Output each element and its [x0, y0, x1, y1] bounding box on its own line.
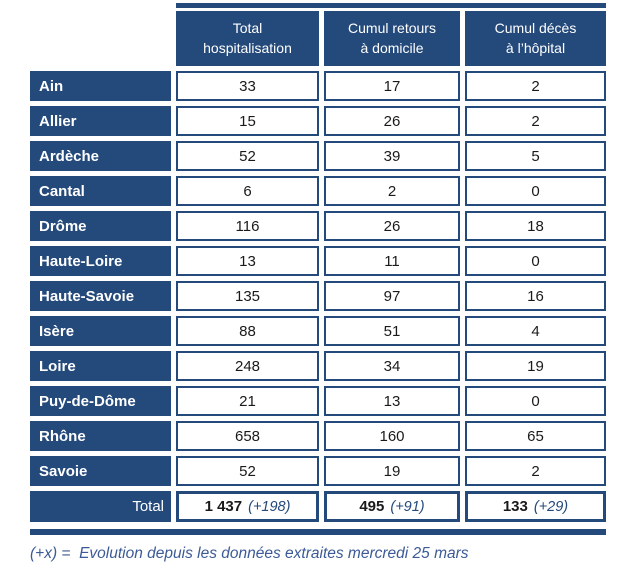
data-cell: 26: [324, 211, 460, 241]
total-delta: (+29): [533, 498, 569, 515]
total-cell-deces-hopital: 133 (+29): [465, 491, 606, 522]
data-cell: 2: [324, 176, 460, 206]
data-cell: 116: [176, 211, 319, 241]
data-cell: 6: [176, 176, 319, 206]
total-row-label: Total: [30, 491, 171, 522]
data-cell: 39: [324, 141, 460, 171]
total-delta: (+91): [390, 498, 425, 515]
total-value: 133: [502, 498, 528, 515]
row-label-puy-de-dome: Puy-de-Dôme: [30, 386, 171, 416]
data-cell: 52: [176, 456, 319, 486]
column-header-line: Cumul décès: [494, 19, 577, 36]
column-header-cumul-retours-domicile: Cumul retours à domicile: [324, 11, 460, 66]
data-cell: 34: [324, 351, 460, 381]
row-label-loire: Loire: [30, 351, 171, 381]
column-header-line: Cumul retours: [348, 19, 436, 36]
hospitalisation-table: Total hospitalisation Cumul retours à do…: [30, 11, 606, 522]
column-header-line: à domicile: [360, 39, 424, 56]
table-corner-spacer: [30, 11, 171, 66]
total-cell-hospitalisation: 1 437 (+198): [176, 491, 319, 522]
footnote: (+x) = Evolution depuis les données extr…: [30, 545, 469, 562]
data-cell: 51: [324, 316, 460, 346]
data-cell: 248: [176, 351, 319, 381]
total-delta: (+198): [248, 498, 291, 515]
table-bottom-border: [30, 529, 606, 535]
data-cell: 21: [176, 386, 319, 416]
row-label-cantal: Cantal: [30, 176, 171, 206]
table-top-border: [176, 3, 606, 8]
data-cell: 658: [176, 421, 319, 451]
row-label-allier: Allier: [30, 106, 171, 136]
data-cell: 0: [465, 386, 606, 416]
data-cell: 2: [465, 456, 606, 486]
data-cell: 52: [176, 141, 319, 171]
data-cell: 65: [465, 421, 606, 451]
total-value: 495: [359, 498, 385, 515]
row-label-ain: Ain: [30, 71, 171, 101]
data-cell: 4: [465, 316, 606, 346]
data-cell: 135: [176, 281, 319, 311]
row-label-savoie: Savoie: [30, 456, 171, 486]
data-cell: 19: [324, 456, 460, 486]
data-cell: 2: [465, 106, 606, 136]
row-label-haute-savoie: Haute-Savoie: [30, 281, 171, 311]
data-cell: 160: [324, 421, 460, 451]
data-cell: 33: [176, 71, 319, 101]
column-header-cumul-deces-hopital: Cumul décès à l’hôpital: [465, 11, 606, 66]
data-cell: 88: [176, 316, 319, 346]
row-label-ardeche: Ardèche: [30, 141, 171, 171]
row-label-isere: Isère: [30, 316, 171, 346]
data-cell: 97: [324, 281, 460, 311]
data-cell: 17: [324, 71, 460, 101]
row-label-haute-loire: Haute-Loire: [30, 246, 171, 276]
total-value: 1 437: [204, 498, 243, 515]
data-cell: 13: [176, 246, 319, 276]
data-cell: 11: [324, 246, 460, 276]
data-cell: 5: [465, 141, 606, 171]
data-cell: 18: [465, 211, 606, 241]
column-header-line: hospitalisation: [203, 39, 292, 56]
column-header-total-hospitalisation: Total hospitalisation: [176, 11, 319, 66]
data-cell: 16: [465, 281, 606, 311]
data-cell: 13: [324, 386, 460, 416]
row-label-drome: Drôme: [30, 211, 171, 241]
data-cell: 0: [465, 246, 606, 276]
data-cell: 19: [465, 351, 606, 381]
data-cell: 0: [465, 176, 606, 206]
data-cell: 2: [465, 71, 606, 101]
column-header-line: à l’hôpital: [505, 39, 566, 56]
data-cell: 26: [324, 106, 460, 136]
total-cell-retours-domicile: 495 (+91): [324, 491, 460, 522]
row-label-rhone: Rhône: [30, 421, 171, 451]
data-cell: 15: [176, 106, 319, 136]
column-header-line: Total: [232, 19, 263, 36]
